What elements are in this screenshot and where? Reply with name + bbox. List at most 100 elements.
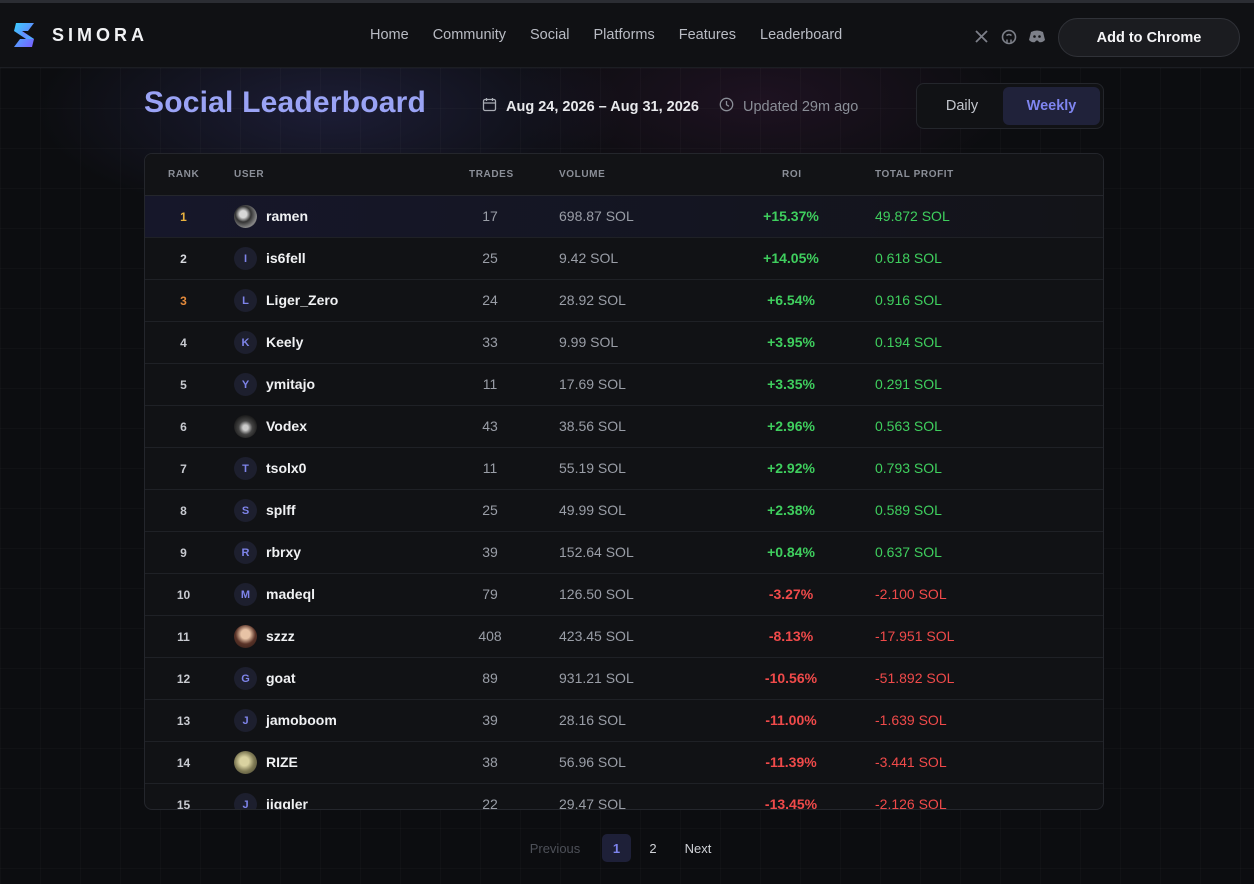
nav-features[interactable]: Features — [678, 27, 736, 43]
next-page-button[interactable]: Next — [684, 840, 712, 856]
username-cell[interactable]: ramen — [266, 208, 309, 224]
nav-community[interactable]: Community — [432, 27, 507, 43]
volume-cell: 38.56 SOL — [559, 418, 626, 434]
username-cell[interactable]: szzz — [266, 628, 295, 644]
table-row[interactable]: 4 K Keely 33 9.99 SOL +3.95% 0.194 SOL — [145, 322, 1103, 364]
nav-leaderboard[interactable]: Leaderboard — [760, 27, 843, 43]
avatar[interactable]: G — [234, 667, 257, 690]
username-cell[interactable]: jamoboom — [266, 712, 337, 728]
volume-cell: 931.21 SOL — [559, 670, 634, 686]
avatar[interactable]: Y — [234, 373, 257, 396]
table-body: 1 ramen 17 698.87 SOL +15.37% 49.872 SOL… — [145, 196, 1103, 810]
weekly-toggle-button[interactable]: Weekly — [1003, 87, 1100, 125]
username-cell[interactable]: RIZE — [266, 754, 298, 770]
column-header-user[interactable]: USER — [234, 169, 265, 180]
daily-toggle-button[interactable]: Daily — [945, 98, 979, 114]
username-cell[interactable]: ymitajo — [266, 376, 316, 392]
main-nav: Home Community Social Platforms Features… — [370, 27, 866, 43]
table-row[interactable]: 12 G goat 89 931.21 SOL -10.56% -51.892 … — [145, 658, 1103, 700]
trades-cell: 408 — [478, 628, 502, 644]
rank-cell: 8 — [180, 504, 187, 518]
table-row[interactable]: 2 I is6fell 25 9.42 SOL +14.05% 0.618 SO… — [145, 238, 1103, 280]
calendar-icon — [482, 97, 506, 116]
username-cell[interactable]: is6fell — [266, 250, 306, 266]
discord-icon[interactable] — [1028, 29, 1045, 46]
avatar[interactable] — [234, 751, 257, 774]
clock-icon — [719, 97, 743, 116]
username-cell[interactable]: madeql — [266, 586, 316, 602]
trades-cell: 39 — [482, 544, 498, 560]
avatar-initial: M — [240, 588, 251, 601]
total-profit-cell: 0.618 SOL — [875, 250, 942, 266]
page-title: Social Leaderboard — [144, 86, 427, 119]
nav-social[interactable]: Social — [530, 27, 570, 43]
add-to-chrome-button[interactable]: Add to Chrome — [1058, 18, 1240, 57]
avatar[interactable] — [234, 625, 257, 648]
avatar[interactable] — [234, 415, 257, 438]
table-row[interactable]: 11 szzz 408 423.45 SOL -8.13% -17.951 SO… — [145, 616, 1103, 658]
volume-cell: 29.47 SOL — [559, 796, 626, 810]
page-1-button[interactable]: 1 — [602, 834, 631, 862]
avatar[interactable]: S — [234, 499, 257, 522]
column-header-total-profit[interactable]: TOTAL PROFIT — [875, 169, 954, 180]
avatar-initial: J — [242, 798, 249, 810]
username-cell[interactable]: splff — [266, 502, 296, 518]
username-cell[interactable]: jiggler — [266, 796, 309, 810]
volume-cell: 56.96 SOL — [559, 754, 626, 770]
total-profit-cell: -2.100 SOL — [875, 586, 947, 602]
table-row[interactable]: 7 T tsolx0 11 55.19 SOL +2.92% 0.793 SOL — [145, 448, 1103, 490]
page-2-button[interactable]: 2 — [649, 840, 657, 856]
table-row[interactable]: 10 M madeql 79 126.50 SOL -3.27% -2.100 … — [145, 574, 1103, 616]
volume-cell: 152.64 SOL — [559, 544, 634, 560]
column-header-roi[interactable]: ROI — [782, 169, 802, 180]
trades-cell: 22 — [482, 796, 498, 810]
avatar[interactable]: I — [234, 247, 257, 270]
brand[interactable]: SIMORA — [12, 22, 148, 48]
x-icon[interactable] — [974, 29, 991, 46]
avatar[interactable]: K — [234, 331, 257, 354]
avatar[interactable]: T — [234, 457, 257, 480]
username-cell[interactable]: tsolx0 — [266, 460, 307, 476]
nav-home[interactable]: Home — [370, 27, 409, 43]
avatar[interactable]: J — [234, 709, 257, 732]
trades-cell: 43 — [482, 418, 498, 434]
username-cell[interactable]: Vodex — [266, 418, 307, 434]
avatar-initial: I — [243, 252, 248, 265]
volume-cell: 28.16 SOL — [559, 712, 626, 728]
table-row[interactable]: 15 J jiggler 22 29.47 SOL -13.45% -2.126… — [145, 784, 1103, 810]
username-cell[interactable]: goat — [266, 670, 296, 686]
column-header-volume[interactable]: VOLUME — [559, 169, 606, 180]
table-row[interactable]: 1 ramen 17 698.87 SOL +15.37% 49.872 SOL — [145, 196, 1103, 238]
last-updated: Updated 29m ago — [719, 97, 858, 116]
username-cell[interactable]: Liger_Zero — [266, 292, 339, 308]
table-row[interactable]: 8 S splff 25 49.99 SOL +2.38% 0.589 SOL — [145, 490, 1103, 532]
total-profit-cell: 0.916 SOL — [875, 292, 942, 308]
avatar[interactable] — [234, 205, 257, 228]
column-header-rank[interactable]: RANK — [168, 169, 200, 180]
nav-platforms[interactable]: Platforms — [593, 27, 655, 43]
table-row[interactable]: 14 RIZE 38 56.96 SOL -11.39% -3.441 SOL — [145, 742, 1103, 784]
table-row[interactable]: 9 R rbrxy 39 152.64 SOL +0.84% 0.637 SOL — [145, 532, 1103, 574]
username-cell[interactable]: Keely — [266, 334, 304, 350]
table-row[interactable]: 13 J jamoboom 39 28.16 SOL -11.00% -1.63… — [145, 700, 1103, 742]
date-range: Aug 24, 2026 – Aug 31, 2026 — [482, 97, 699, 116]
volume-cell: 49.99 SOL — [559, 502, 626, 518]
avatar[interactable]: M — [234, 583, 257, 606]
total-profit-cell: 0.637 SOL — [875, 544, 942, 560]
table-row[interactable]: 6 Vodex 43 38.56 SOL +2.96% 0.563 SOL — [145, 406, 1103, 448]
table-row[interactable]: 5 Y ymitajo 11 17.69 SOL +3.35% 0.291 SO… — [145, 364, 1103, 406]
avatar[interactable]: L — [234, 289, 257, 312]
rank-cell: 9 — [180, 546, 187, 560]
column-header-trades[interactable]: TRADES — [469, 169, 514, 180]
top-navigation-bar: SIMORA Home Community Social Platforms F… — [0, 0, 1254, 68]
total-profit-cell: 0.194 SOL — [875, 334, 942, 350]
table-row[interactable]: 3 L Liger_Zero 24 28.92 SOL +6.54% 0.916… — [145, 280, 1103, 322]
username-cell[interactable]: rbrxy — [266, 544, 302, 560]
avatar[interactable]: R — [234, 541, 257, 564]
leaderboard-table: RANK USER TRADES VOLUME ROI TOTAL PROFIT… — [144, 153, 1104, 810]
github-icon[interactable] — [1001, 29, 1018, 46]
rank-cell: 10 — [176, 588, 191, 602]
avatar[interactable]: J — [234, 793, 257, 810]
previous-page-button[interactable]: Previous — [529, 840, 581, 856]
rank-cell: 2 — [180, 252, 187, 266]
